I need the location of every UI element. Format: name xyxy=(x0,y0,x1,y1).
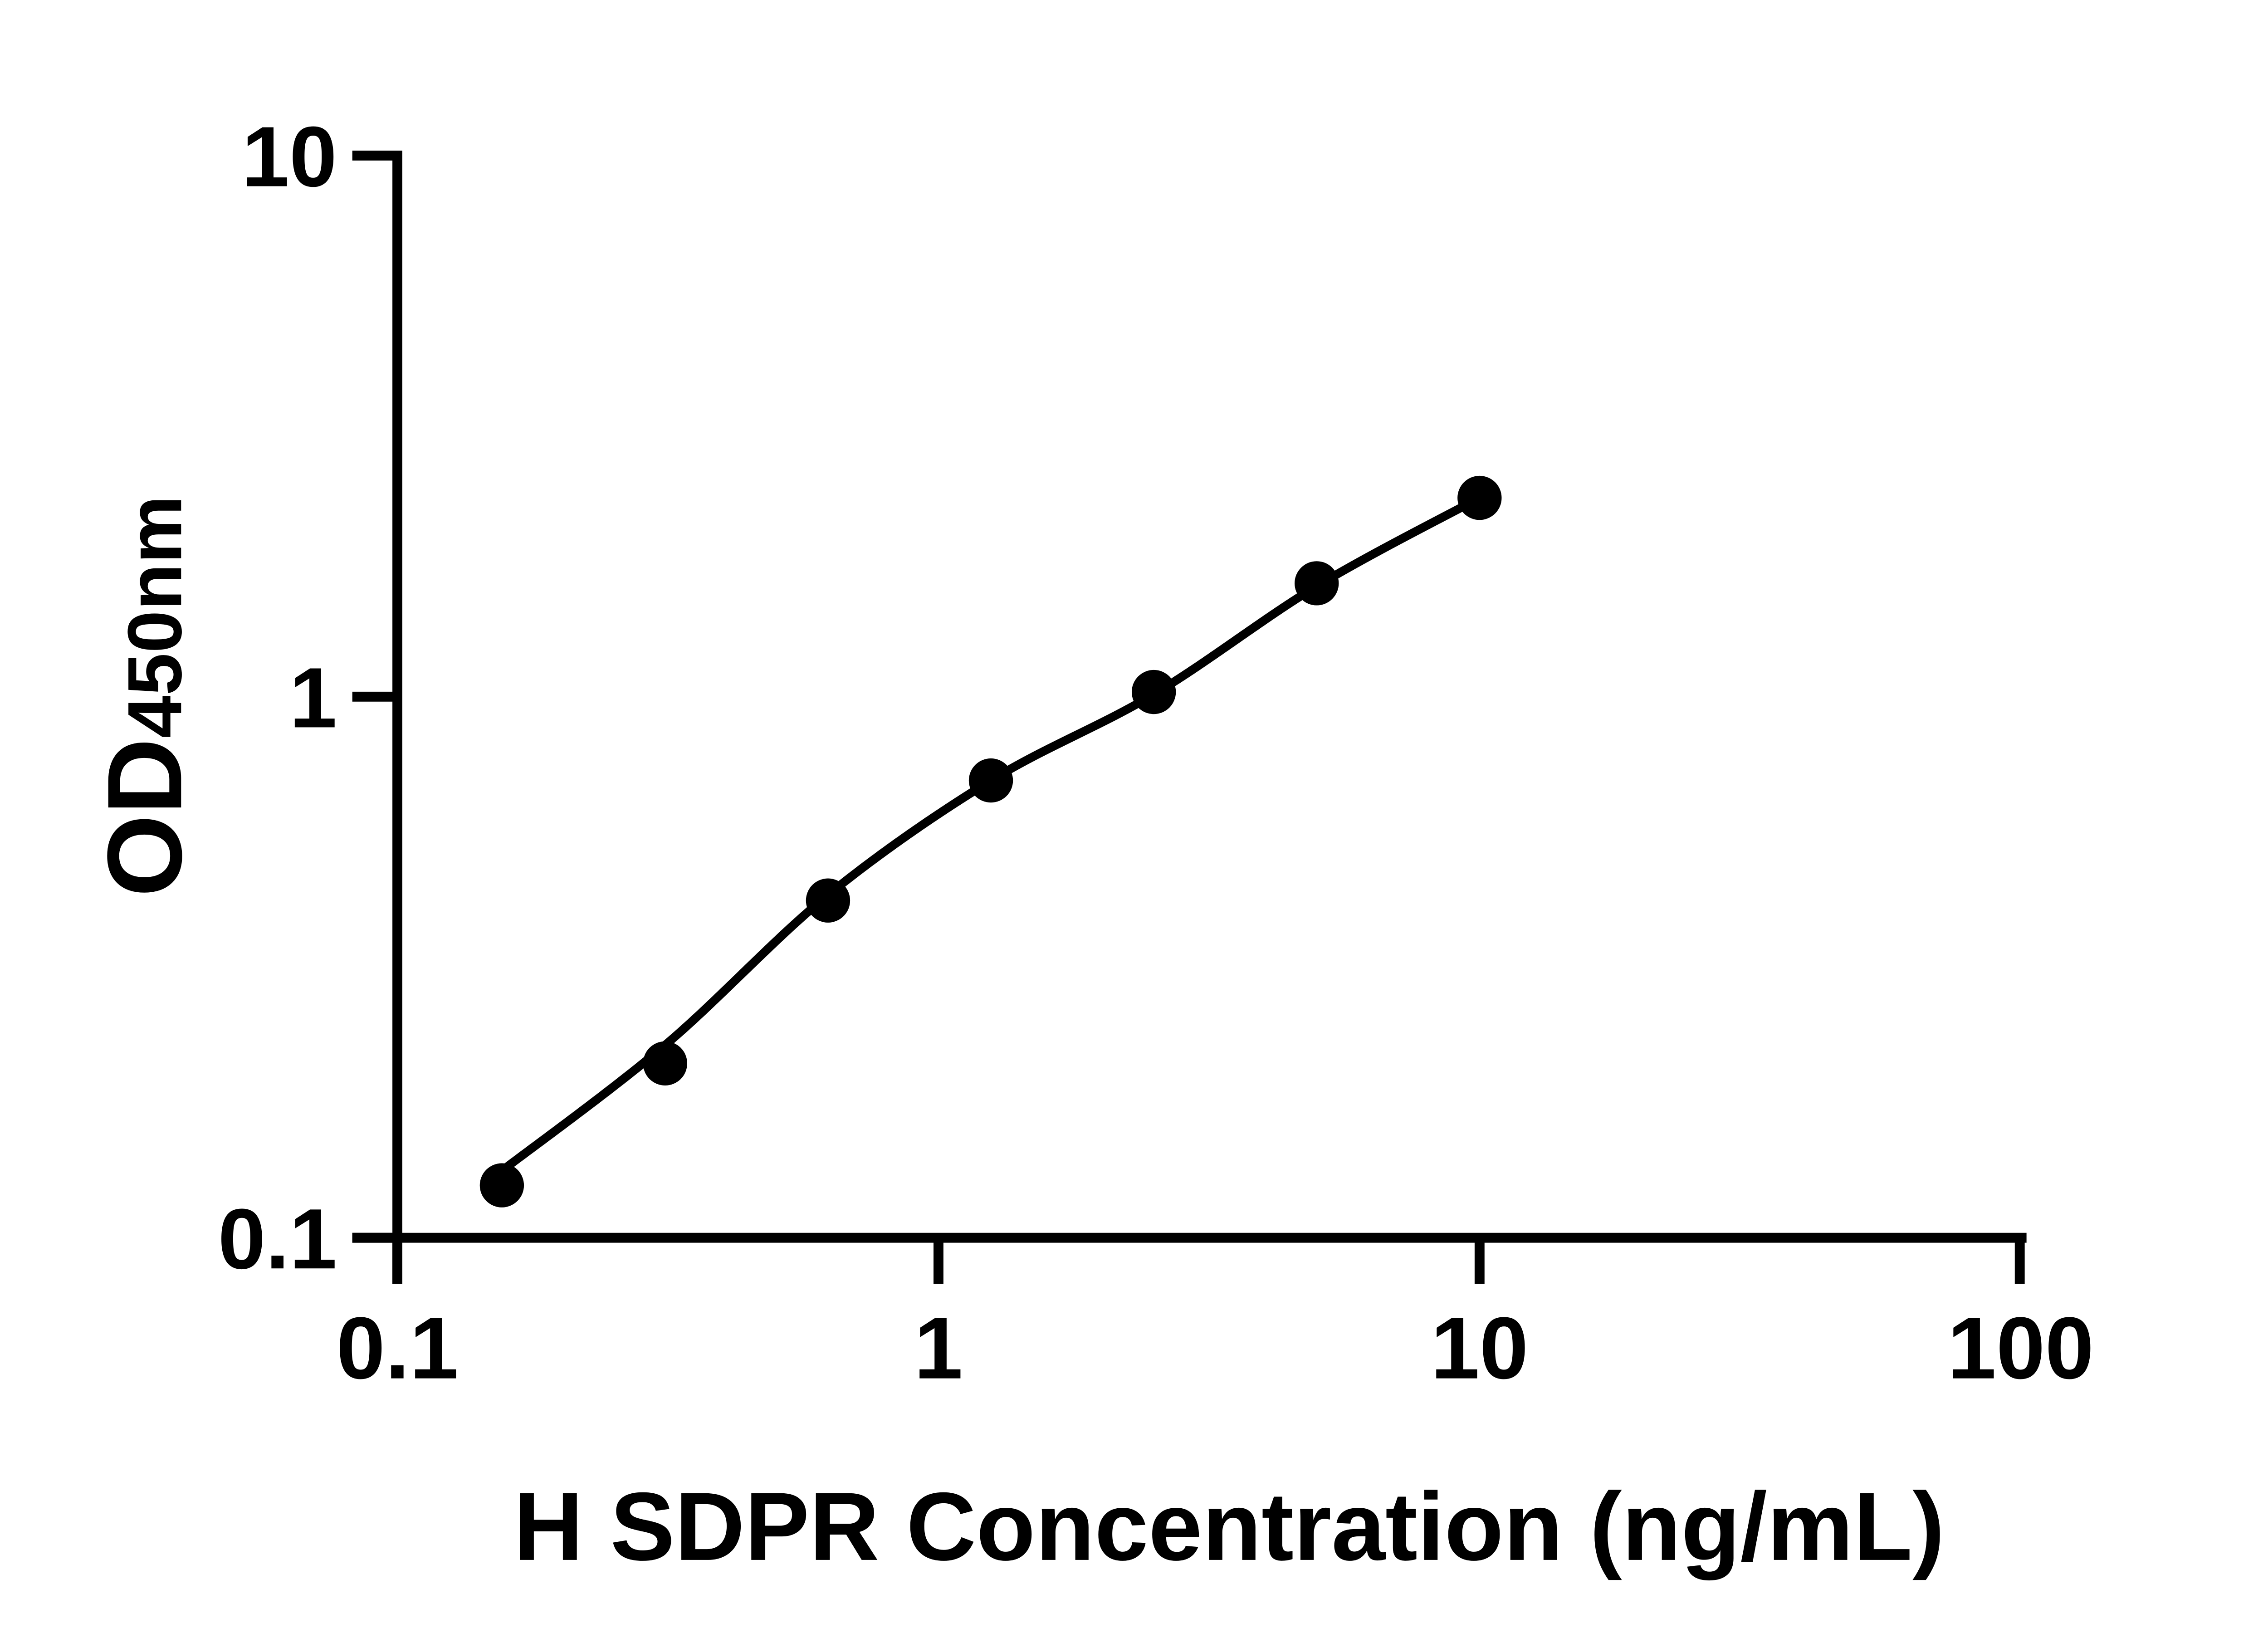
data-point-marker xyxy=(643,1041,688,1085)
x-ticks xyxy=(392,1237,2025,1284)
x-tick-labels: 0.1 1 10 100 xyxy=(336,1300,2094,1398)
y-tick-label: 0.1 xyxy=(218,1191,337,1286)
data-point-marker xyxy=(968,758,1013,803)
x-tick-label: 1 xyxy=(914,1300,963,1398)
y-axis-title: OD450nm xyxy=(86,495,204,897)
data-points xyxy=(479,475,1502,1208)
y-tick-label: 1 xyxy=(289,650,337,745)
x-tick-label: 10 xyxy=(1431,1300,1528,1398)
data-point-marker xyxy=(1295,561,1339,606)
y-axis-title-main: OD xyxy=(86,738,204,897)
y-axis-title-sub: 450nm xyxy=(112,495,197,738)
data-point-marker xyxy=(1457,475,1502,520)
y-ticks xyxy=(352,150,398,1243)
data-point-marker xyxy=(1131,670,1176,714)
y-tick-labels: 0.1 1 10 xyxy=(218,108,337,1286)
data-point-marker xyxy=(806,878,850,923)
x-tick-label: 100 xyxy=(1947,1300,2094,1398)
data-point-marker xyxy=(479,1163,524,1208)
y-tick-label: 10 xyxy=(242,108,337,204)
x-axis-title: H SDPR Concentration (ng/mL) xyxy=(513,1473,1945,1581)
x-tick-label: 0.1 xyxy=(336,1300,458,1398)
axes xyxy=(352,150,2027,1284)
